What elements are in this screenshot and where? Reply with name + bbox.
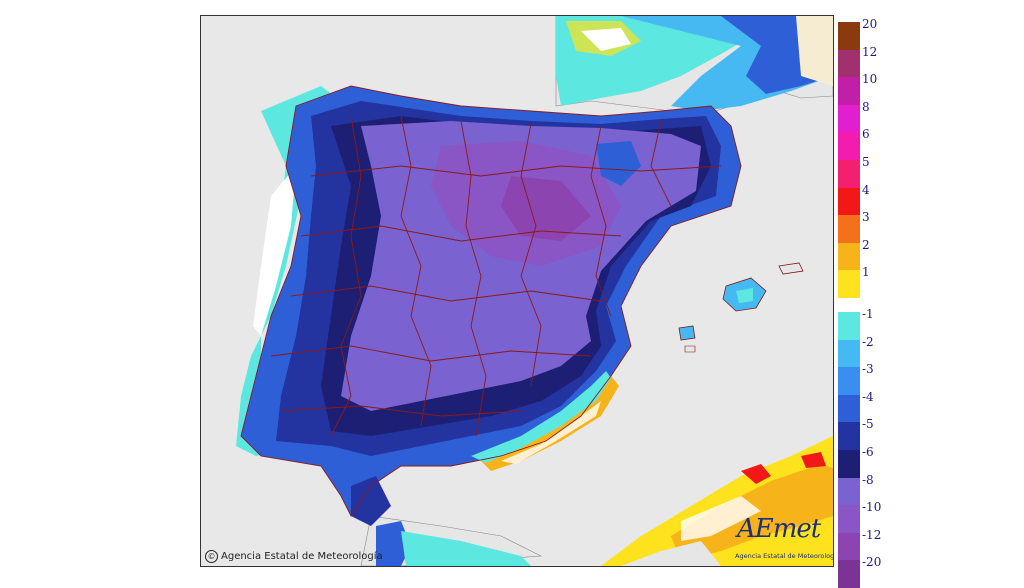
legend-swatch bbox=[838, 532, 860, 561]
legend-label: -3 bbox=[862, 362, 874, 377]
legend-label: -5 bbox=[862, 417, 874, 432]
color-legend: 20 12 10 8 6 5 4 3 2 1 -1 -2 -3 -4 -5 -6 -8 -10 -12 -20 bbox=[838, 18, 888, 588]
legend-swatch bbox=[838, 312, 860, 340]
south-coast-cyan bbox=[471, 371, 611, 463]
legend-swatch bbox=[838, 505, 860, 533]
legend-swatch bbox=[838, 422, 860, 450]
legend-label: -12 bbox=[862, 527, 882, 542]
algeria-hot-spots bbox=[741, 452, 826, 484]
logo-subtitle: Agencia Estatal de Meteorología bbox=[735, 552, 834, 560]
atlantic-white-band bbox=[253, 166, 296, 336]
legend-label: -10 bbox=[862, 500, 882, 515]
legend-swatch bbox=[838, 242, 860, 271]
copyright-icon: © bbox=[205, 550, 218, 563]
legend-label: 10 bbox=[862, 72, 878, 87]
interior-deepest bbox=[501, 176, 591, 241]
map-canvas bbox=[201, 16, 833, 566]
ebro-cold-patch bbox=[596, 141, 641, 186]
legend-swatch bbox=[838, 160, 860, 188]
legend-swatch bbox=[838, 187, 860, 216]
aemet-logo: AEmet Agencia Estatal de Meteorología bbox=[733, 514, 833, 560]
algeria-white bbox=[681, 496, 761, 541]
temperature-anomaly-map: © Agencia Estatal de Meteorología AEmet … bbox=[200, 15, 834, 567]
copyright-text: Agencia Estatal de Meteorología bbox=[221, 551, 383, 562]
legend-label: -4 bbox=[862, 389, 874, 404]
legend-label: 5 bbox=[862, 155, 870, 169]
south-coast-white bbox=[501, 401, 601, 464]
legend-label: 1 bbox=[862, 265, 870, 280]
legend-swatch bbox=[838, 450, 860, 478]
legend-label: 20 bbox=[862, 17, 878, 31]
legend-label: -20 bbox=[862, 555, 882, 570]
legend-swatch bbox=[838, 339, 860, 368]
legend-swatch bbox=[838, 215, 860, 243]
copyright-notice: © Agencia Estatal de Meteorología bbox=[205, 550, 383, 563]
legend-swatch bbox=[838, 560, 860, 588]
legend-label: 3 bbox=[862, 210, 870, 225]
legend-label: 8 bbox=[862, 99, 870, 114]
legend-label: 2 bbox=[862, 237, 870, 252]
legend-label: -6 bbox=[862, 445, 874, 459]
mallorca-core bbox=[736, 288, 753, 303]
legend-swatch bbox=[838, 367, 860, 395]
strait-cold bbox=[351, 476, 391, 526]
province-borders bbox=[240, 85, 742, 517]
legend-label: -1 bbox=[862, 307, 874, 321]
ibiza bbox=[678, 325, 696, 341]
legend-swatch bbox=[838, 270, 860, 298]
legend-swatch bbox=[838, 477, 860, 506]
legend-label: -2 bbox=[862, 334, 874, 349]
legend-label: 12 bbox=[862, 44, 878, 59]
france-corner bbox=[796, 16, 833, 86]
algeria-land bbox=[621, 541, 721, 566]
morocco-coast-cyan bbox=[401, 531, 531, 566]
legend-swatch bbox=[838, 49, 860, 78]
france-white-patch bbox=[581, 28, 631, 51]
menorca bbox=[778, 262, 804, 275]
formentera bbox=[684, 345, 696, 353]
legend-label: -8 bbox=[862, 472, 874, 487]
legend-swatch bbox=[838, 22, 860, 50]
legend-swatch bbox=[838, 77, 860, 105]
legend-label: 4 bbox=[862, 182, 870, 197]
legend-swatch bbox=[838, 394, 860, 423]
legend-swatch bbox=[838, 104, 860, 133]
legend-label: 6 bbox=[862, 127, 870, 142]
legend-swatch bbox=[838, 132, 860, 160]
algeria-warm bbox=[601, 436, 833, 566]
logo-wordmark: AEmet bbox=[737, 514, 821, 544]
